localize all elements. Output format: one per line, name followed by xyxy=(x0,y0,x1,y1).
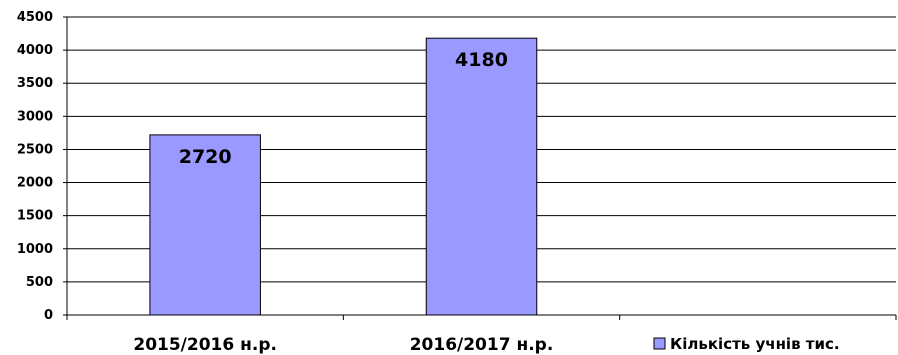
bars xyxy=(149,37,538,316)
data-label: 2720 xyxy=(179,146,232,168)
legend-swatch xyxy=(653,337,666,350)
legend-label: Кількість учнів тис. xyxy=(670,335,840,353)
y-tick-label: 4000 xyxy=(17,43,53,58)
data-labels: 2720 4180 xyxy=(179,49,508,168)
bar xyxy=(425,37,538,316)
y-tick-label: 1000 xyxy=(17,242,53,257)
x-axis-ticks xyxy=(66,315,897,320)
category-label: 2015/2016 н.р. xyxy=(133,335,277,355)
category-label: 2016/2017 н.р. xyxy=(410,335,554,355)
y-tick-label: 1500 xyxy=(17,209,53,224)
y-tick-label: 3000 xyxy=(17,109,53,124)
y-tick-label: 2500 xyxy=(17,142,53,157)
y-tick-label: 2000 xyxy=(17,176,53,191)
y-tick-label: 4500 xyxy=(17,10,53,25)
y-tick-label: 500 xyxy=(26,275,53,290)
data-label: 4180 xyxy=(455,49,508,71)
legend: Кількість учнів тис. xyxy=(653,335,840,353)
category-labels: 2015/2016 н.р. 2016/2017 н.р. xyxy=(133,335,553,355)
y-tick-label: 3500 xyxy=(17,76,53,91)
y-tick-label: 0 xyxy=(44,308,53,323)
bar xyxy=(149,134,261,316)
y-axis-ticks: 0 500 1000 1500 2000 2500 3000 3500 4000 4500 xyxy=(17,10,67,323)
